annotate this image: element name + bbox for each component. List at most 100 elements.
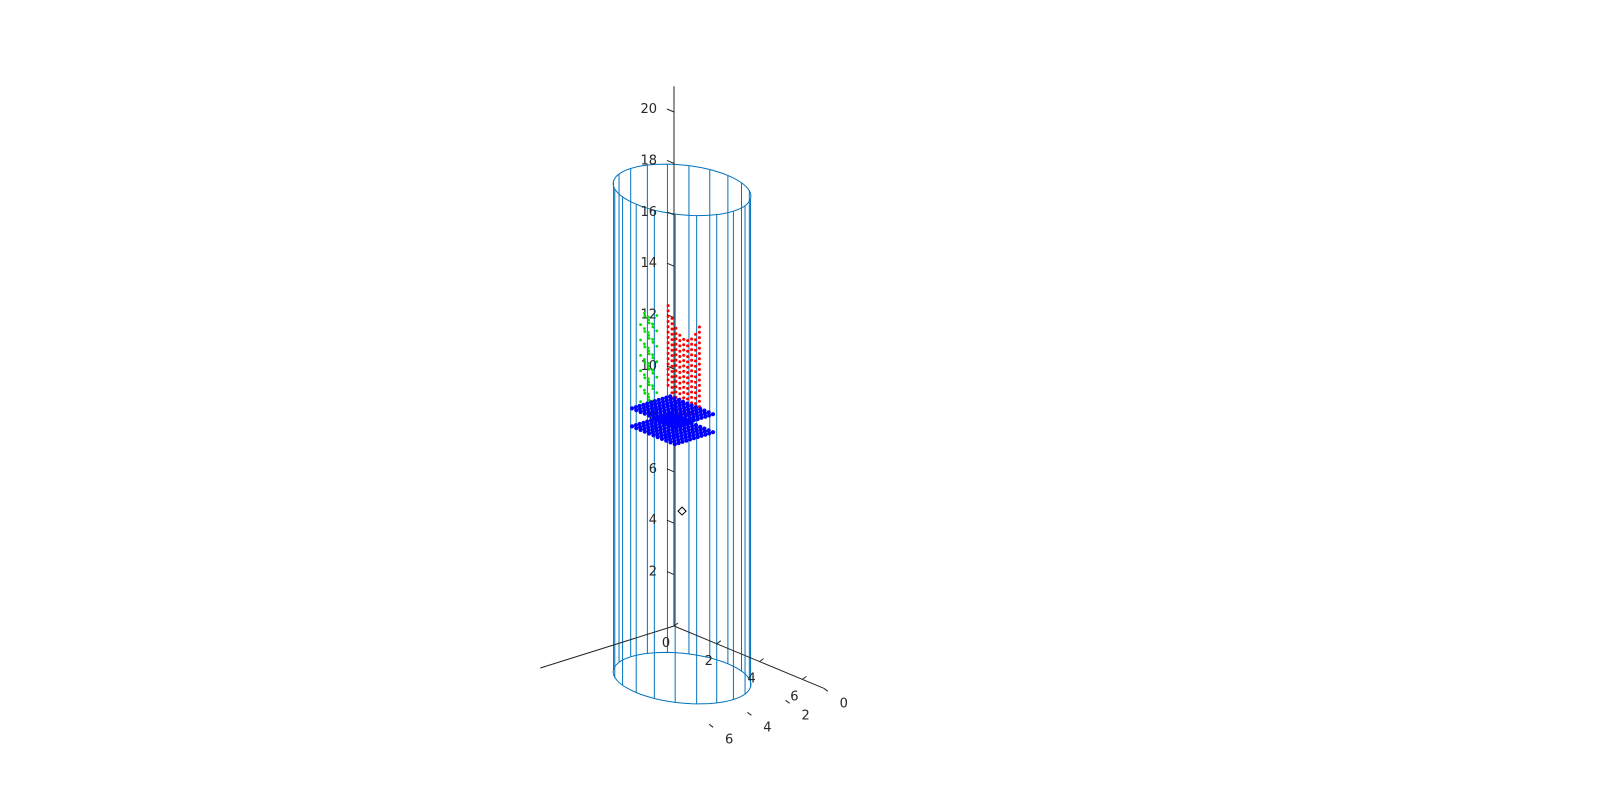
- blue-point: [668, 422, 673, 427]
- green-point: [651, 338, 654, 341]
- red-point: [682, 369, 686, 373]
- red-point: [666, 320, 670, 323]
- red-point: [674, 337, 678, 341]
- blue-point: [695, 434, 700, 440]
- green-point: [643, 376, 647, 380]
- red-point: [694, 396, 697, 400]
- red-point: [678, 376, 682, 380]
- green-point: [646, 377, 650, 381]
- red-point: [666, 351, 670, 355]
- red-point: [697, 389, 701, 393]
- x-tick: [802, 676, 807, 680]
- red-point: [666, 341, 670, 345]
- red-point: [697, 352, 701, 355]
- red-point: [690, 364, 694, 367]
- red-point: [682, 391, 686, 394]
- red-point: [690, 348, 694, 352]
- blue-point: [707, 431, 712, 436]
- red-point: [678, 360, 682, 364]
- green-point: [647, 364, 651, 368]
- red-point: [690, 369, 694, 373]
- green-point: [651, 325, 655, 329]
- red-point: [674, 390, 678, 394]
- red-point: [678, 349, 682, 353]
- blue-point: [642, 429, 647, 434]
- red-point: [682, 375, 686, 379]
- blue-point: [664, 420, 669, 425]
- red-point: [686, 355, 690, 359]
- red-point: [697, 378, 701, 382]
- blue-point: [659, 436, 665, 441]
- green-point: [643, 388, 646, 392]
- red-point: [694, 402, 697, 405]
- red-point: [690, 337, 694, 341]
- green-point: [643, 360, 647, 364]
- green-point: [647, 321, 651, 325]
- red-point: [694, 380, 697, 384]
- red-point: [690, 353, 694, 357]
- green-point: [639, 384, 642, 388]
- red-point: [694, 343, 697, 347]
- green-point: [646, 361, 650, 365]
- red-point: [694, 364, 697, 368]
- red-point: [678, 333, 682, 337]
- red-point: [678, 370, 682, 374]
- green-point: [647, 352, 651, 356]
- blue-point: [638, 409, 643, 415]
- red-point: [666, 335, 670, 339]
- x-tick-label: 6: [790, 689, 798, 704]
- red-point: [674, 379, 678, 383]
- green-point: [639, 369, 642, 373]
- green-point: [655, 344, 659, 348]
- x-tick-label: 4: [747, 672, 755, 687]
- blue-point: [672, 424, 677, 429]
- red-point: [670, 385, 674, 389]
- z-tick-label: 12: [640, 308, 657, 323]
- red-point: [686, 381, 690, 385]
- green-point: [643, 314, 647, 318]
- red-point: [694, 348, 697, 352]
- blue-point: [664, 438, 669, 443]
- green-point: [643, 358, 646, 361]
- z-tick-label: 18: [640, 153, 657, 168]
- z-tick-label: 14: [640, 256, 657, 271]
- red-point: [670, 370, 674, 373]
- red-point: [666, 304, 670, 308]
- red-point: [670, 348, 674, 352]
- y-tick: [747, 711, 752, 716]
- red-point: [690, 342, 694, 346]
- green-point: [651, 371, 655, 375]
- z-tick-label: 2: [649, 565, 657, 580]
- green-point: [647, 337, 651, 340]
- green-point: [651, 353, 654, 357]
- red-point: [697, 325, 701, 329]
- green-point: [647, 349, 651, 353]
- y-tick-label: 2: [801, 708, 809, 723]
- red-point: [666, 330, 670, 334]
- z-tick: [666, 262, 675, 267]
- green-point: [655, 391, 659, 394]
- z-tick: [666, 468, 675, 473]
- z-tick-label: 6: [649, 462, 657, 477]
- red-point: [674, 358, 678, 362]
- red-point: [686, 360, 690, 364]
- blue-point: [655, 435, 660, 440]
- red-point: [686, 365, 690, 369]
- red-point: [678, 386, 682, 390]
- red-point: [674, 374, 678, 378]
- z-tick: [666, 571, 675, 576]
- green-point: [643, 373, 646, 377]
- red-point: [670, 364, 674, 368]
- red-point: [666, 367, 670, 371]
- red-point: [697, 373, 701, 377]
- blue-point: [647, 413, 652, 418]
- red-point: [686, 386, 690, 390]
- green-point: [647, 383, 651, 387]
- red-point: [690, 358, 694, 362]
- blue-point: [629, 406, 635, 411]
- blue-point: [647, 431, 652, 436]
- red-point: [690, 379, 694, 383]
- red-point: [666, 325, 670, 329]
- red-point: [686, 392, 690, 396]
